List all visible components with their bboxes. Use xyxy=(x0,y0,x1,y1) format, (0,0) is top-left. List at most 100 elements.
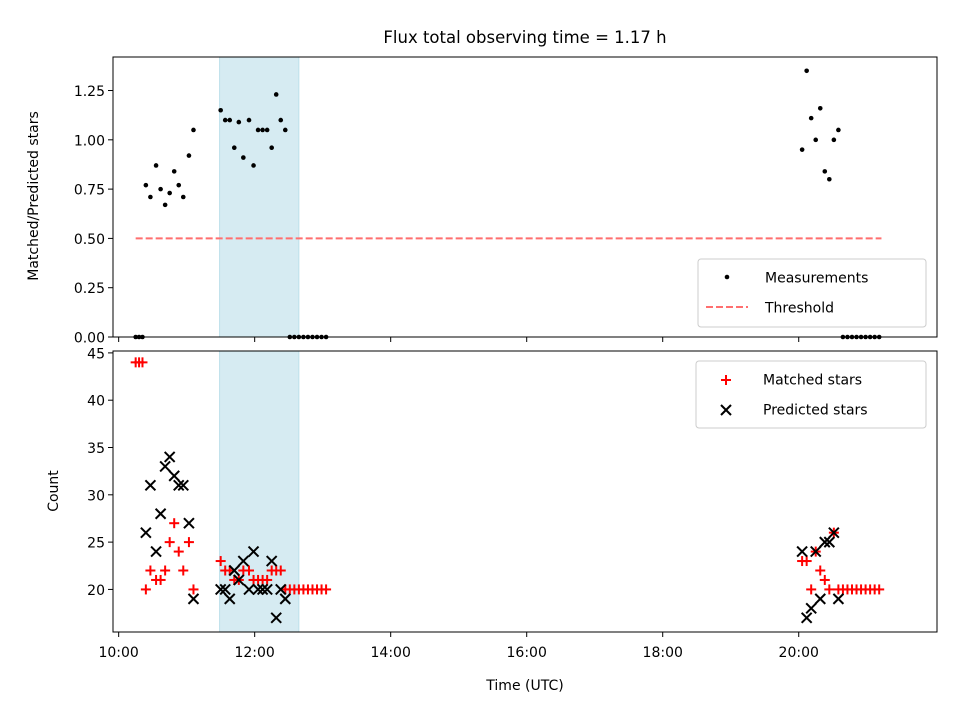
predicted-point-b xyxy=(252,583,264,596)
legend-predicted-marker xyxy=(720,404,732,416)
y-tick-label: 0.25 xyxy=(74,281,105,297)
matched-point xyxy=(137,357,148,368)
predicted-point xyxy=(800,612,813,624)
x-tick-label: 20:00 xyxy=(779,645,819,661)
measurement-point xyxy=(191,127,196,133)
measurement-point xyxy=(822,169,828,174)
predicted-point xyxy=(832,593,845,605)
measurement-point xyxy=(273,92,279,97)
predicted-point-b xyxy=(279,593,291,605)
measurement-point xyxy=(236,119,242,125)
matched-point xyxy=(173,546,184,557)
measurement-point xyxy=(827,176,832,182)
legend-matched-label: Matched stars xyxy=(763,373,862,389)
predicted-point xyxy=(270,612,282,624)
predicted-point-b xyxy=(228,564,240,577)
measurement-point xyxy=(278,117,284,123)
observing-window-span xyxy=(219,56,300,338)
predicted-point-b xyxy=(168,470,180,482)
predicted-point-b xyxy=(814,593,826,605)
measurement-point xyxy=(186,153,192,158)
predicted-point-b xyxy=(183,517,195,529)
predicted-point xyxy=(159,460,171,473)
x-axis-label: Time (UTC) xyxy=(485,678,563,694)
predicted-point-b xyxy=(173,479,185,492)
predicted-point-b xyxy=(275,583,287,596)
y-tick-label: 30 xyxy=(87,488,105,504)
matched-point xyxy=(164,537,175,548)
predicted-point-b xyxy=(247,545,260,558)
measurement-point xyxy=(282,127,288,133)
predicted-point xyxy=(261,583,273,596)
measurement-point xyxy=(227,117,233,123)
predicted-point xyxy=(183,517,195,529)
top-y-axis-label: Matched/Predicted stars xyxy=(26,111,42,281)
predicted-point-b xyxy=(823,536,836,548)
matched-point xyxy=(275,565,286,576)
measurement-point xyxy=(831,137,837,143)
y-tick-label: 25 xyxy=(87,536,105,552)
measurement-point xyxy=(264,127,270,133)
y-tick-label: 35 xyxy=(87,441,105,457)
series-predicted-stars xyxy=(140,451,845,624)
predicted-point-b xyxy=(270,612,282,624)
predicted-point xyxy=(154,508,167,520)
predicted-point xyxy=(265,555,278,567)
predicted-point xyxy=(173,479,185,492)
predicted-point xyxy=(252,583,264,596)
predicted-point xyxy=(819,536,831,548)
y-tick-label: 40 xyxy=(87,394,105,410)
predicted-point-b xyxy=(265,555,278,567)
measurement-point xyxy=(260,127,265,133)
predicted-point xyxy=(150,545,162,558)
legend-threshold-label: Threshold xyxy=(764,301,834,317)
matched-point xyxy=(178,565,189,576)
predicted-point xyxy=(247,545,260,558)
plot-frame xyxy=(112,350,938,633)
predicted-point-b xyxy=(233,574,245,586)
matched-point xyxy=(160,565,171,576)
predicted-point xyxy=(219,583,231,596)
x-tick-label: 12:00 xyxy=(234,645,274,661)
predicted-point-b xyxy=(237,555,250,567)
predicted-point-b xyxy=(819,536,831,548)
matched-point xyxy=(874,584,885,595)
measurement-point xyxy=(162,202,168,208)
predicted-point xyxy=(168,470,180,482)
predicted-point-b xyxy=(144,479,157,492)
measurement-point xyxy=(180,194,186,200)
measurement-point xyxy=(799,147,805,152)
measurement-point xyxy=(143,182,149,188)
bottom-legend-box xyxy=(695,360,927,429)
plot-frame xyxy=(112,56,938,338)
bottom-y-axis-label: Count xyxy=(46,470,62,512)
measurement-point xyxy=(813,137,819,143)
measurement-point xyxy=(176,182,182,188)
predicted-point xyxy=(233,574,245,586)
measurement-point xyxy=(241,155,246,160)
predicted-point xyxy=(275,583,287,596)
measurement-point xyxy=(269,145,274,151)
predicted-point xyxy=(805,602,817,615)
measurement-point xyxy=(808,115,814,121)
chart-title: Flux total observing time = 1.17 h xyxy=(383,28,666,47)
predicted-point-b xyxy=(805,602,817,615)
predicted-point xyxy=(177,479,189,492)
predicted-point-b xyxy=(832,593,845,605)
measurement-point xyxy=(218,107,223,113)
y-tick-label: 0.75 xyxy=(74,183,105,199)
y-tick-label: 0.00 xyxy=(74,331,105,347)
legend-predicted-label: Predicted stars xyxy=(763,403,868,419)
x-tick-label: 16:00 xyxy=(507,645,547,661)
measurement-point xyxy=(251,163,256,168)
top-legend-box xyxy=(697,258,927,328)
predicted-point xyxy=(228,564,240,577)
measurement-point xyxy=(222,117,228,123)
matched-point xyxy=(188,584,199,595)
legend-predicted-b xyxy=(720,404,732,416)
bottom-panel: 20 25 30 35 40 45 10:00 12:00 14:00 16:00 18:00 20:… xyxy=(87,346,938,661)
predicted-point-b xyxy=(163,451,176,463)
predicted-point-b xyxy=(187,593,200,605)
matched-point xyxy=(824,584,835,595)
